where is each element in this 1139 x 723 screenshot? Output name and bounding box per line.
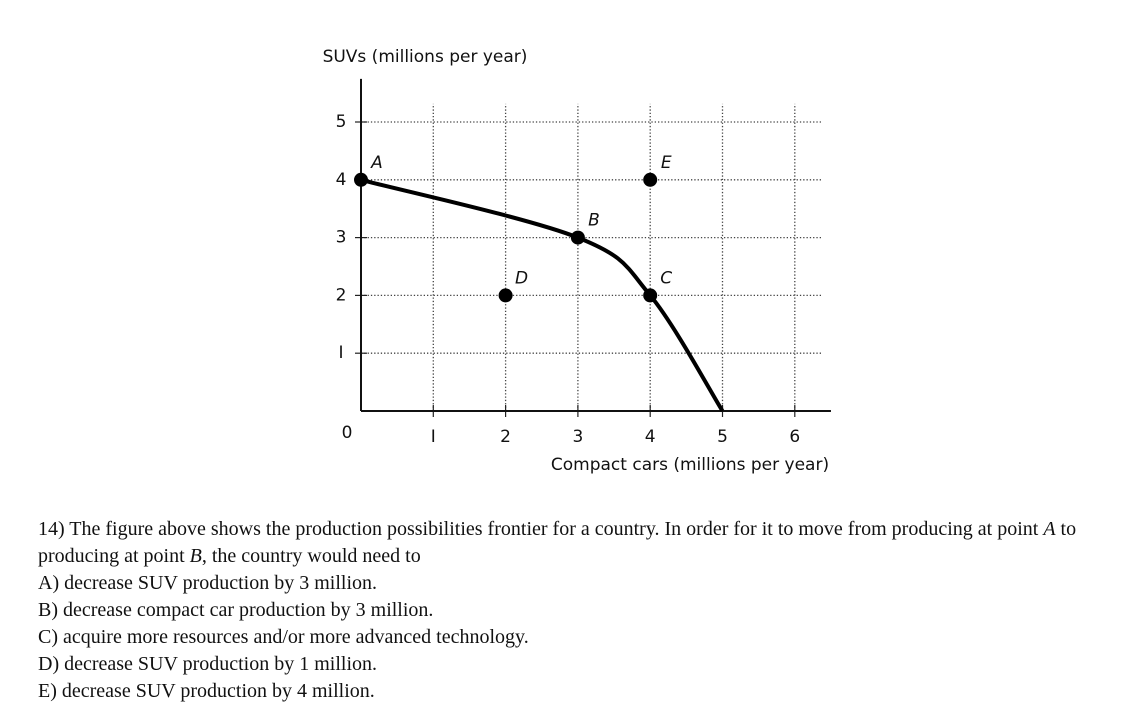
chart: SUVs (millions per year) Compact cars (m…	[323, 47, 831, 475]
question: 14) The figure above shows the productio…	[38, 516, 1118, 705]
point	[643, 172, 658, 187]
answer-option: B) decrease compact car production by 3 …	[38, 599, 434, 621]
x-tick-label: 4	[645, 427, 656, 447]
point-label: E	[661, 153, 672, 173]
y-tick-label: 4	[336, 170, 347, 190]
stem-text: to producing at point	[38, 518, 1077, 567]
point-label: C	[660, 268, 672, 288]
point-label: D	[515, 268, 528, 288]
stem-point: B	[189, 545, 202, 567]
answer-option: C) acquire more resources and/or more ad…	[38, 626, 529, 648]
y-tick-label: I	[338, 343, 343, 363]
y-tick-label: 5	[336, 112, 347, 132]
y-axis-title: SUVs (millions per year)	[323, 47, 528, 67]
y-tick-label: 2	[336, 285, 347, 305]
stem-text: 14) The figure above shows the productio…	[38, 518, 1044, 540]
point	[498, 288, 513, 303]
point-label: B	[588, 211, 600, 231]
answer-option: E) decrease SUV production by 4 million.	[38, 680, 375, 702]
point	[354, 172, 368, 187]
y-tick-label: 3	[336, 228, 347, 248]
x-tick-label: I	[431, 427, 436, 447]
x-axis-title: Compact cars (millions per year)	[551, 455, 829, 475]
x-tick-label: 5	[717, 427, 728, 447]
point	[643, 288, 658, 303]
answer-option: A) decrease SUV production by 3 million.	[38, 572, 378, 594]
question-stem: 14) The figure above shows the productio…	[38, 516, 1118, 570]
point-label: A	[370, 153, 383, 173]
x-tick-label: 2	[500, 427, 511, 447]
frontier-curve	[360, 177, 725, 413]
x-tick-label: 6	[789, 427, 800, 447]
stem-text: , the country would need to	[201, 545, 421, 567]
answer-option: D) decrease SUV production by 1 million.	[38, 653, 378, 675]
x-tick-label: 3	[572, 427, 583, 447]
point	[570, 230, 585, 245]
y-tick-label: 0	[342, 423, 353, 443]
stem-point: A	[1043, 518, 1056, 540]
